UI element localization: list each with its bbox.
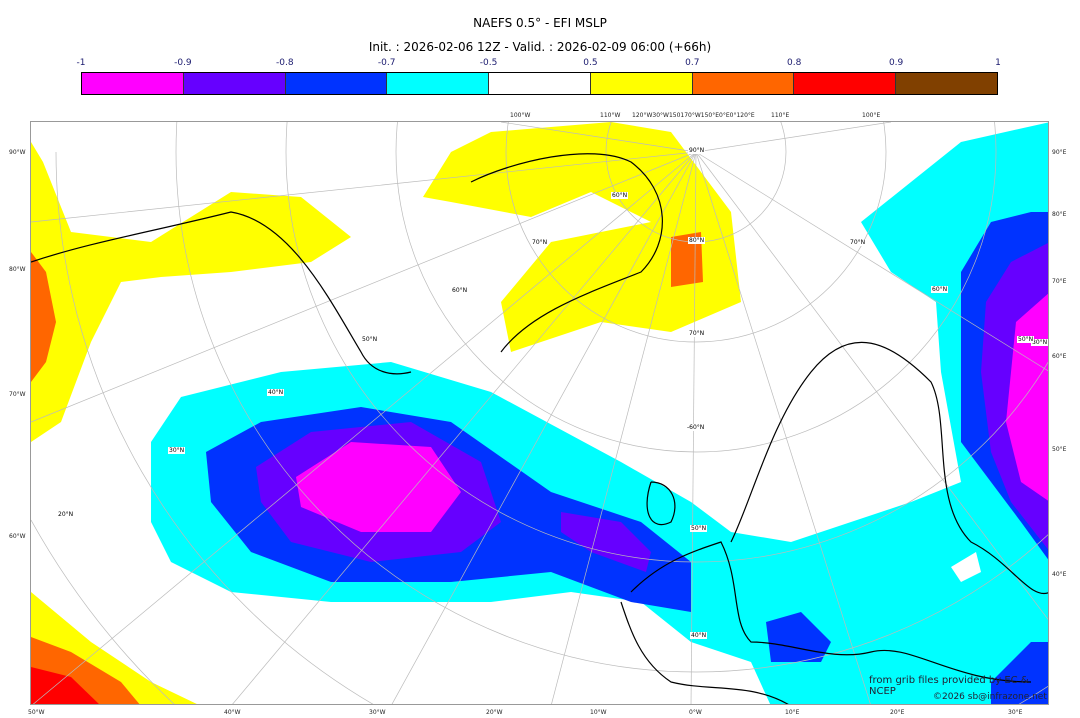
colorbar bbox=[81, 72, 998, 95]
axis-label-bottom: 40°W bbox=[224, 709, 241, 716]
axis-label-top: 120°W30°W150170°W150°E0°E0°120°E bbox=[632, 112, 755, 119]
field-white-blacksea bbox=[951, 552, 981, 582]
map-panel: 90°N 80°N 80°N 70°N 70°N 70°N 60°N 60°N 60°N 50°N… bbox=[30, 121, 1049, 705]
colorbar-segment bbox=[896, 73, 998, 94]
latitude-label: -60°N bbox=[686, 424, 706, 431]
colorbar-tick-label: -0.8 bbox=[275, 58, 294, 68]
axis-label-left: 60°W bbox=[9, 533, 26, 540]
axis-label-left: 70°W bbox=[9, 391, 26, 398]
axis-label-bottom: 10°E bbox=[785, 709, 800, 716]
axis-label-left: 80°W bbox=[9, 266, 26, 273]
latitude-label: 20°N bbox=[57, 511, 75, 518]
latitude-label: 80°N bbox=[1031, 339, 1048, 346]
copyright-credit: ©2026 sb@infrazone.net bbox=[933, 692, 1047, 702]
axis-label-right: 80°E bbox=[1052, 211, 1067, 218]
colorbar-tick-label: -0.5 bbox=[479, 58, 498, 68]
axis-label-bottom: 30°W bbox=[369, 709, 386, 716]
axis-label-right: 90°E bbox=[1052, 149, 1067, 156]
colorbar-tick-label: 1 bbox=[995, 58, 1001, 68]
field-blue-southeast bbox=[991, 642, 1048, 704]
colorbar-tick-label: 0.8 bbox=[787, 58, 802, 68]
map-subtitle: Init. : 2026-02-06 12Z - Valid. : 2026-0… bbox=[368, 40, 712, 54]
latitude-label: 80°N bbox=[688, 237, 706, 244]
field-magenta-atlantic bbox=[296, 442, 461, 532]
axis-label-right: 50°E bbox=[1052, 446, 1067, 453]
latitude-label: 60°N bbox=[611, 192, 629, 199]
colorbar-segment bbox=[183, 73, 286, 94]
colorbar-segment bbox=[285, 73, 388, 94]
colorbar-segment bbox=[387, 73, 490, 94]
latitude-label: 30°N bbox=[168, 447, 186, 454]
axis-label-bottom: 0°W bbox=[689, 709, 702, 716]
field-orange-west bbox=[31, 252, 56, 382]
colorbar-tick-label: 0.5 bbox=[583, 58, 598, 68]
field-yellow-west bbox=[31, 142, 351, 442]
colorbar-segment bbox=[82, 73, 184, 94]
source-credit: from grib files provided by EC & NCEP bbox=[869, 675, 1029, 697]
axis-label-right: 60°E bbox=[1052, 353, 1067, 360]
axis-label-top: 100°E bbox=[862, 112, 881, 119]
map-title: NAEFS 0.5° - EFI MSLP bbox=[473, 16, 607, 30]
latitude-label: 40°N bbox=[267, 389, 285, 396]
latitude-label: 40°N bbox=[690, 632, 708, 639]
latitude-label: 50°N bbox=[690, 525, 708, 532]
axis-label-left: 90°W bbox=[9, 149, 26, 156]
field-yellow-greenland bbox=[423, 122, 741, 352]
latitude-label: 90°N bbox=[688, 147, 706, 154]
colorbar-tick-label: -0.9 bbox=[174, 58, 192, 68]
colorbar-tick-label: -1 bbox=[76, 58, 86, 68]
coastlines bbox=[31, 153, 1048, 704]
axis-label-right: 70°E bbox=[1052, 278, 1067, 285]
axis-label-bottom: 20°E bbox=[890, 709, 905, 716]
latitude-label: 70°N bbox=[531, 239, 549, 246]
colorbar-segment bbox=[489, 73, 591, 94]
axis-label-bottom: 50°W bbox=[28, 709, 45, 716]
field-blue-italy bbox=[766, 612, 831, 662]
efi-field-map bbox=[31, 122, 1048, 704]
colorbar-segment bbox=[590, 73, 693, 94]
field-red-southwest bbox=[31, 667, 99, 704]
axis-label-bottom: 20°W bbox=[486, 709, 503, 716]
field-purple-biscay bbox=[561, 512, 651, 572]
latitude-label: 60°N bbox=[451, 287, 469, 294]
latitude-label: 50°N bbox=[1017, 336, 1035, 343]
colorbar-tick-label: 0.7 bbox=[685, 58, 700, 68]
axis-label-right: 40°E bbox=[1052, 571, 1067, 578]
axis-label-top: 110°E bbox=[771, 112, 790, 119]
colorbar-tick-label: -0.7 bbox=[377, 58, 396, 68]
axis-label-top: 110°W bbox=[600, 112, 621, 119]
latitude-label: 70°N bbox=[849, 239, 867, 246]
colorbar-tick-label: 0.9 bbox=[888, 58, 904, 68]
latitude-label: 60°N bbox=[931, 286, 949, 293]
colorbar-segment bbox=[692, 73, 795, 94]
graticule bbox=[31, 122, 1048, 704]
axis-label-bottom: 10°W bbox=[590, 709, 607, 716]
latitude-label: 50°N bbox=[361, 336, 379, 343]
latitude-label: 70°N bbox=[688, 330, 706, 337]
colorbar-segment bbox=[794, 73, 897, 94]
axis-label-top: 100°W bbox=[510, 112, 531, 119]
axis-label-bottom: 30°E bbox=[1008, 709, 1023, 716]
